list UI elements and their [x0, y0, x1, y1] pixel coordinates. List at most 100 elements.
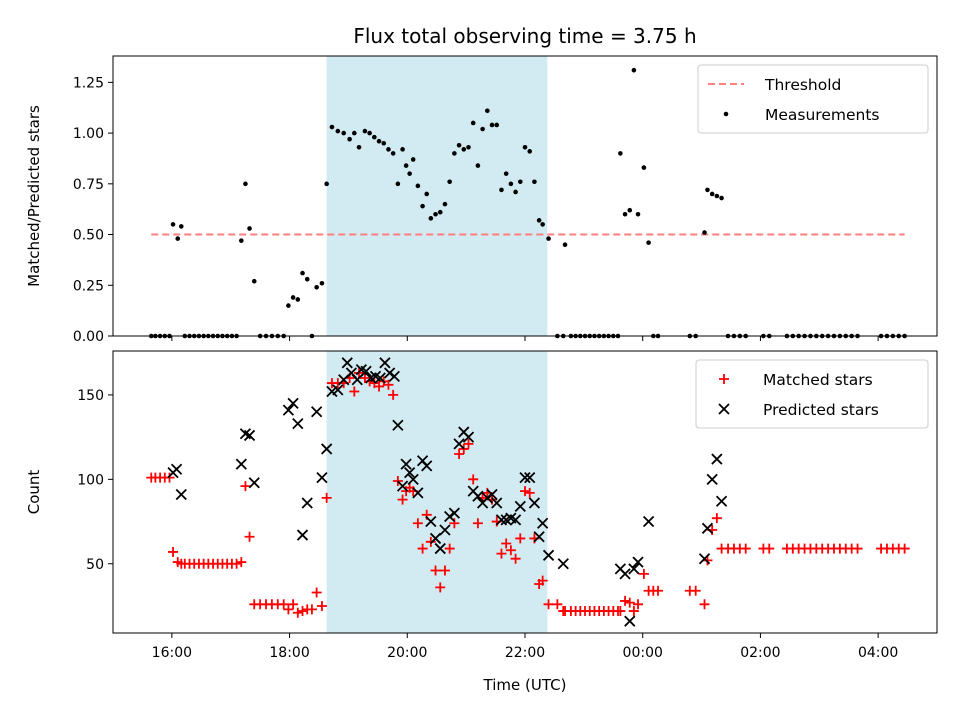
x-tick-label: 22:00: [505, 645, 545, 661]
predicted-star-marker: [439, 524, 451, 536]
measurement-point: [400, 147, 405, 152]
measurement-point: [347, 136, 352, 142]
matched-star-marker: [899, 543, 910, 554]
measurement-point: [527, 149, 533, 154]
measurement-point: [324, 181, 329, 187]
matched-star-marker: [240, 481, 251, 492]
measurement-point: [178, 224, 184, 229]
measurement-point: [631, 67, 637, 73]
matched-star-marker: [740, 543, 751, 554]
matched-star-marker: [638, 568, 649, 579]
x-tick-label: 16:00: [152, 645, 192, 661]
matched-star-marker: [764, 543, 775, 554]
predicted-star-marker: [360, 365, 372, 377]
measurement-point: [719, 195, 724, 201]
measurement-point: [390, 151, 396, 156]
measurement-point: [452, 151, 457, 156]
predicted-star-marker: [557, 558, 569, 570]
predicted-star-marker: [175, 488, 187, 501]
measurement-point: [513, 189, 518, 195]
measurement-point: [314, 285, 319, 290]
matched-star-marker: [501, 538, 512, 549]
observing-window-span: [326, 351, 548, 633]
measurement-point: [442, 201, 448, 207]
matched-star-marker: [653, 585, 664, 596]
predicted-star-marker: [715, 495, 728, 507]
measurement-point: [415, 183, 421, 189]
legend: Threshold Measurements: [697, 64, 929, 134]
measurement-point: [407, 171, 412, 176]
measurement-point: [247, 226, 252, 231]
predicted-star-marker: [486, 488, 498, 501]
legend-box: [695, 359, 929, 429]
matched-star-marker: [520, 486, 530, 497]
measurement-point: [319, 280, 325, 286]
flux-ratio-panel: 0.00 0.25 0.50 0.75 1.00 1.25 Matched/Predicte…: [25, 55, 938, 345]
predicted-star-marker: [509, 514, 522, 526]
measurement-point: [714, 193, 720, 199]
measurement-point: [522, 145, 528, 150]
y-tick-label: 1.25: [73, 75, 104, 91]
matched-star-marker: [628, 606, 639, 617]
matched-star-marker: [292, 607, 303, 618]
matched-star-marker: [168, 546, 179, 557]
y-tick-label: 0.00: [73, 329, 104, 345]
predicted-star-marker: [472, 490, 484, 502]
predicted-star-marker: [491, 497, 503, 509]
predicted-star-marker: [421, 460, 433, 472]
legend-box: [697, 64, 929, 134]
predicted-star-marker: [537, 517, 549, 529]
y-axis-label: Matched/Predicted stars: [25, 105, 43, 287]
predicted-star-marker: [296, 529, 309, 541]
matched-star-marker: [244, 531, 255, 542]
measurement-point: [702, 230, 707, 235]
chart-title: Flux total observing time = 3.75 h: [353, 24, 696, 48]
measurement-point: [420, 203, 425, 209]
measurement-point: [489, 122, 495, 128]
legend-matched-swatch: [719, 374, 729, 384]
measurement-point: [641, 165, 647, 170]
predicted-star-marker: [514, 500, 526, 512]
y-tick-label: 0.50: [73, 228, 104, 244]
matched-star-marker: [430, 565, 441, 576]
predicted-star-marker: [495, 514, 508, 526]
predicted-star-marker: [170, 463, 183, 475]
matched-star-marker: [496, 548, 507, 559]
measurement-point: [329, 124, 335, 130]
predicted-star-marker: [619, 568, 631, 580]
predicted-star-marker: [528, 497, 541, 509]
measurement-point: [376, 138, 382, 144]
predicted-star-marker: [311, 406, 323, 418]
predicted-star-marker: [287, 397, 299, 409]
matched-star-marker: [463, 438, 474, 449]
matched-star-marker: [425, 536, 436, 547]
measurement-point: [239, 238, 244, 243]
predicted-star-marker: [412, 487, 424, 499]
predicted-star-marker: [632, 556, 644, 568]
measurement-point: [646, 240, 651, 245]
matched-star-marker: [711, 513, 722, 524]
y-tick-label: 100: [77, 472, 104, 488]
matched-star-marker: [449, 518, 460, 529]
predicted-star-marker: [341, 357, 353, 369]
predicted-star-marker: [701, 522, 714, 534]
predicted-star-marker: [448, 507, 461, 519]
matched-star-marker: [444, 543, 455, 554]
predicted-star-marker: [698, 553, 711, 565]
predicted-star-marker: [235, 458, 247, 470]
x-tick-label: 18:00: [269, 645, 309, 661]
x-axis-label: Time (UTC): [483, 676, 567, 694]
y-tick-label: 50: [86, 557, 104, 573]
predicted-star-marker: [642, 515, 655, 528]
matched-star-marker: [417, 543, 428, 554]
matched-star-marker: [306, 604, 317, 615]
star-count-panel: 16:00 18:00 20:00 22:00 00:00 02:00 04:00 50 100…: [25, 350, 938, 661]
predicted-star-marker: [374, 372, 386, 384]
measurement-point: [170, 222, 176, 227]
measurement-point: [503, 171, 509, 176]
measurement-point: [437, 209, 443, 215]
matched-star-marker: [297, 606, 308, 617]
measurement-point: [410, 157, 416, 162]
measurement-point: [175, 236, 181, 241]
